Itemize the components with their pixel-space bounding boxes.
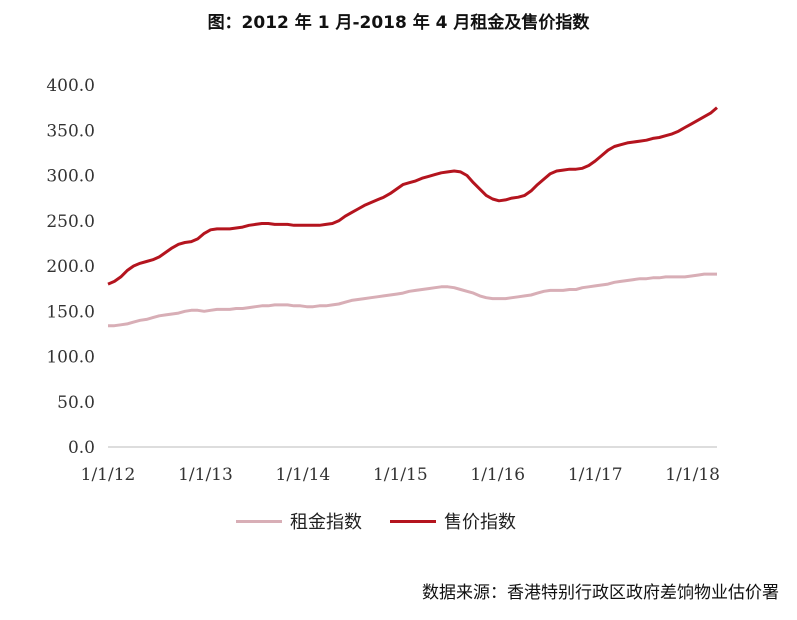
legend-label-price: 售价指数	[444, 512, 516, 533]
y-tick-label: 300.0	[46, 167, 95, 187]
y-tick-label: 200.0	[46, 257, 95, 277]
y-axis-labels: 400.0 350.0 300.0 250.0 200.0 150.0 100.0 50.0 0…	[46, 76, 95, 458]
y-tick-label: 150.0	[46, 302, 95, 322]
data-source-note: 数据来源：香港特别行政区政府差饷物业估价署	[422, 583, 779, 603]
y-tick-label: 350.0	[46, 121, 95, 141]
legend-swatch-rent	[236, 519, 282, 523]
x-tick-label: 1/1/18	[665, 465, 720, 485]
x-tick-label: 1/1/14	[276, 465, 331, 485]
x-tick-label: 1/1/13	[178, 465, 233, 485]
x-tick-label: 1/1/16	[470, 465, 525, 485]
series-line-price-index	[107, 106, 718, 286]
y-tick-label: 0.0	[68, 438, 95, 458]
series-lines	[107, 106, 718, 328]
y-tick-label: 50.0	[57, 393, 95, 413]
y-tick-label: 250.0	[46, 212, 95, 232]
series-line-rent-index	[108, 272, 717, 328]
y-tick-label: 400.0	[46, 76, 95, 96]
y-tick-label: 100.0	[46, 348, 95, 368]
legend-swatch-price	[390, 519, 436, 523]
legend-label-rent: 租金指数	[290, 512, 362, 533]
legend: 租金指数 售价指数	[236, 508, 544, 534]
x-axis-labels: 1/1/12 1/1/13 1/1/14 1/1/15 1/1/16 1/1/17 1/1/…	[81, 465, 720, 485]
chart-title: 图：2012 年 1 月-2018 年 4 月租金及售价指数	[207, 13, 590, 33]
x-tick-label: 1/1/17	[568, 465, 623, 485]
x-tick-label: 1/1/12	[81, 465, 136, 485]
x-tick-label: 1/1/15	[373, 465, 428, 485]
legend-item-price: 售价指数	[390, 508, 516, 534]
legend-item-rent: 租金指数	[236, 508, 362, 534]
